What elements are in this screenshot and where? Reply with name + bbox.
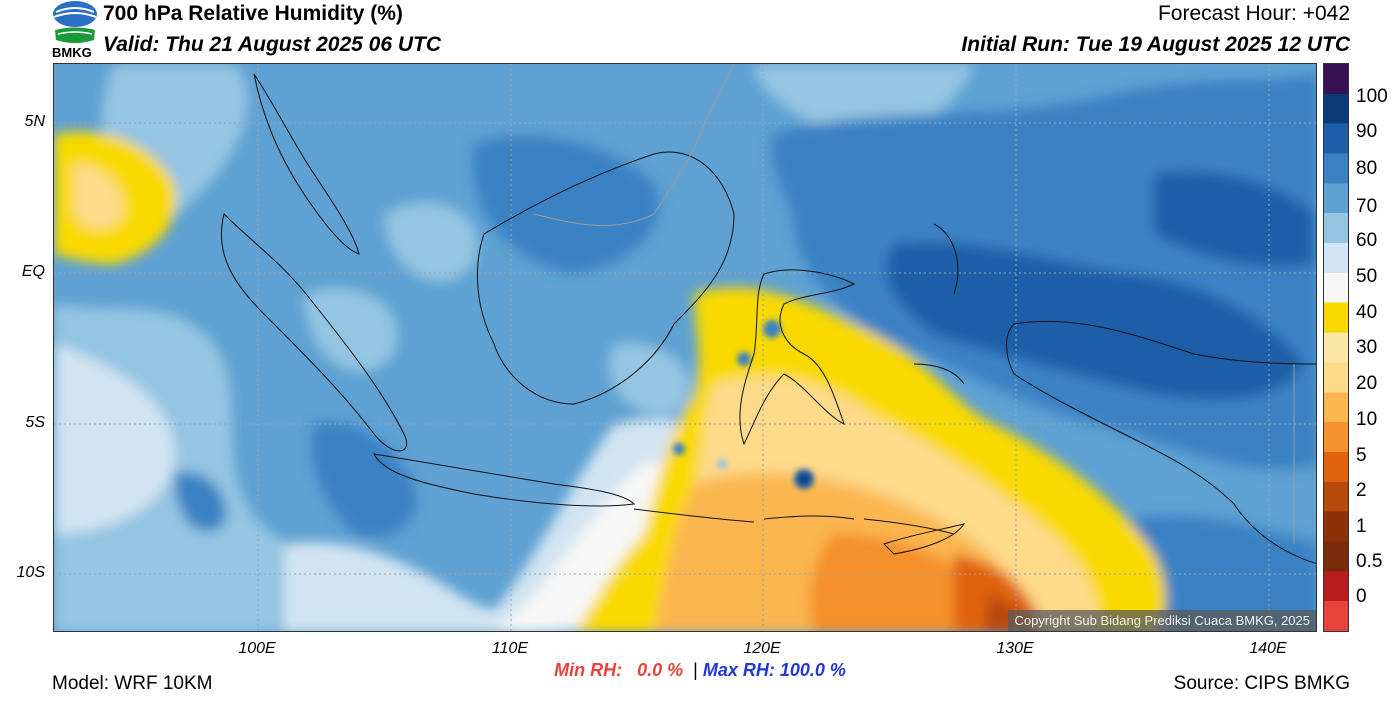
lat-tick-5n: 5N — [24, 113, 45, 130]
colorbar-label: 70 — [1356, 196, 1378, 217]
lon-tick-110e: 110E — [491, 640, 529, 657]
bmkg-logo-icon — [53, 1, 97, 43]
stats-separator: | — [693, 660, 698, 680]
lon-tick-100e: 100E — [238, 640, 276, 657]
colorbar-label: 90 — [1356, 121, 1378, 142]
initial-run: Initial Run: Tue 19 August 2025 12 UTC — [961, 33, 1350, 56]
colorbar-label: 40 — [1356, 302, 1378, 323]
colorbar-label: 20 — [1356, 373, 1378, 394]
colorbar-label: 0 — [1356, 586, 1367, 607]
min-rh-value: 0.0 % — [637, 660, 684, 680]
valid-time: Valid: Thu 21 August 2025 06 UTC — [103, 33, 442, 56]
coastline-outlines — [220, 73, 1316, 564]
humidity-field — [54, 64, 1316, 631]
max-rh-label: Max RH: — [702, 660, 775, 680]
logo-text: BMKG — [52, 45, 92, 60]
lon-tick-120e: 120E — [743, 640, 781, 657]
colorbar-label: 60 — [1356, 230, 1378, 251]
lat-tick-10s: 10S — [16, 564, 45, 581]
min-rh-label: Min RH: — [554, 660, 623, 680]
colorbar — [1323, 63, 1349, 632]
colorbar-label: 1 — [1356, 516, 1367, 537]
colorbar-label: 30 — [1356, 337, 1378, 358]
chart-title: 700 hPa Relative Humidity (%) — [103, 2, 403, 25]
lat-tick-eq: EQ — [21, 263, 45, 280]
forecast-hour: Forecast Hour: +042 — [1157, 2, 1350, 25]
source-label: Source: CIPS BMKG — [1173, 673, 1350, 694]
colorbar-label: 80 — [1356, 158, 1378, 179]
lon-tick-130e: 130E — [996, 640, 1034, 657]
humidity-map: Copyright Sub Bidang Prediksi Cuaca BMKG… — [53, 63, 1317, 632]
colorbar-label: 0.5 — [1356, 551, 1383, 572]
bmkg-logo: BMKG — [50, 0, 100, 60]
copyright-notice: Copyright Sub Bidang Prediksi Cuaca BMKG… — [1008, 610, 1316, 631]
lat-tick-5s: 5S — [25, 414, 45, 431]
colorbar-label: 5 — [1356, 445, 1367, 466]
colorbar-label: 50 — [1356, 266, 1378, 287]
model-label: Model: WRF 10KM — [52, 673, 213, 694]
colorbar-label: 100 — [1356, 86, 1388, 107]
lon-tick-140e: 140E — [1249, 640, 1287, 657]
colorbar-label: 2 — [1356, 480, 1367, 501]
min-max-stats: Min RH: 0.0 % | Max RH: 100.0 % — [0, 660, 1400, 681]
max-rh-value: 100.0 % — [779, 660, 846, 680]
colorbar-label: 10 — [1356, 409, 1378, 430]
